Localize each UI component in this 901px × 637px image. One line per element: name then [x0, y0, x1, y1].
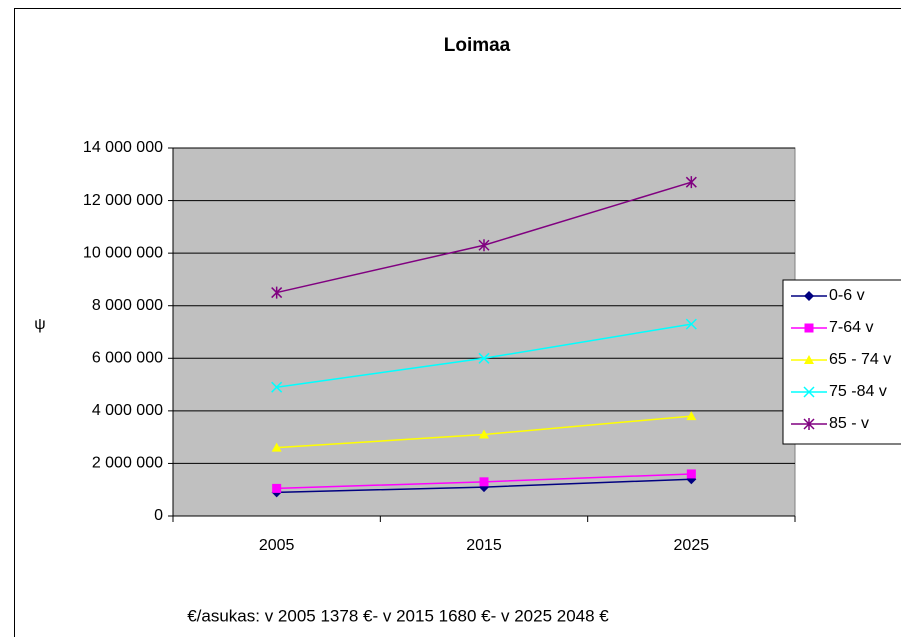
y-tick-label: 12 000 000 [83, 192, 163, 209]
marker [803, 386, 815, 398]
y-axis-label: ψ [34, 316, 45, 333]
plot-area [172, 147, 796, 517]
y-tick-label: 4 000 000 [92, 402, 163, 419]
marker [272, 483, 282, 493]
marker [271, 442, 282, 452]
marker [479, 477, 489, 487]
marker [804, 291, 814, 301]
marker [478, 239, 490, 252]
y-tick-label: 2 000 000 [92, 455, 163, 472]
x-tick-label: 2025 [674, 537, 710, 554]
legend-label: 7-64 v [829, 319, 873, 336]
marker [479, 429, 489, 439]
marker [685, 318, 697, 330]
legend-label: 0-6 v [829, 287, 865, 304]
marker [478, 352, 490, 364]
y-tick-label: 0 [154, 507, 163, 524]
legend-box [782, 279, 901, 445]
marker [271, 286, 283, 299]
y-tick-label: 6 000 000 [92, 350, 163, 367]
footer-note: €/asukas: v 2005 1378 €- v 2015 1680 €- … [187, 606, 609, 625]
marker [686, 469, 696, 479]
marker [271, 381, 283, 393]
y-tick-label: 8 000 000 [92, 297, 163, 314]
marker [804, 323, 814, 333]
marker [804, 355, 814, 364]
legend-label: 65 - 74 v [829, 351, 891, 368]
legend-label: 75 -84 v [829, 383, 887, 400]
x-tick-label: 2015 [466, 537, 502, 554]
y-tick-label: 10 000 000 [83, 244, 163, 261]
chart-title: Loimaa [444, 35, 511, 56]
marker [685, 176, 697, 189]
marker [803, 418, 815, 430]
legend-label: 85 - v [829, 415, 869, 432]
y-tick-label: 14 000 000 [83, 139, 163, 156]
marker [686, 411, 697, 421]
x-tick-label: 2005 [259, 537, 295, 554]
